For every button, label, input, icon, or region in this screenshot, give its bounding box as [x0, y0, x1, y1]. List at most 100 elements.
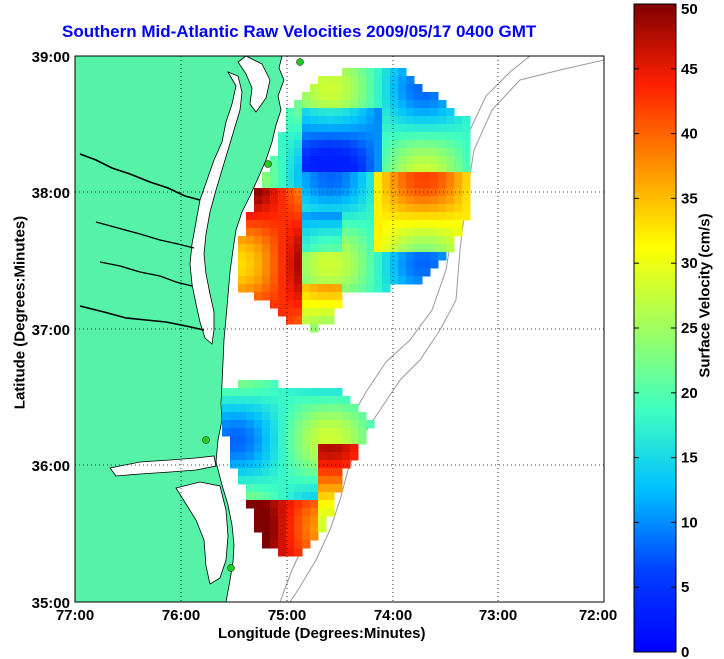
velocity-cell — [438, 108, 447, 117]
velocity-cell — [254, 196, 263, 205]
velocity-cell — [366, 228, 375, 237]
velocity-cell — [302, 124, 311, 133]
velocity-cell — [302, 484, 311, 493]
velocity-cell — [422, 172, 431, 181]
velocity-cell — [334, 484, 343, 493]
velocity-cell — [246, 404, 255, 413]
velocity-cell — [382, 84, 391, 93]
velocity-cell — [374, 268, 383, 277]
velocity-cell — [430, 100, 439, 109]
velocity-cell — [286, 468, 295, 477]
velocity-cell — [334, 204, 343, 213]
velocity-cell — [310, 228, 319, 237]
velocity-cell — [278, 532, 287, 541]
velocity-cell — [374, 244, 383, 253]
velocity-cell — [302, 540, 311, 549]
y-tick-label: 36:00 — [32, 458, 70, 475]
velocity-cell — [326, 444, 335, 453]
velocity-cell — [302, 204, 311, 213]
velocity-cell — [278, 468, 287, 477]
velocity-cell — [246, 436, 255, 445]
velocity-cell — [302, 252, 311, 261]
velocity-cell — [414, 268, 423, 277]
velocity-cell — [334, 404, 343, 413]
velocity-cell — [286, 292, 295, 301]
velocity-cell — [246, 228, 255, 237]
velocity-cell — [398, 92, 407, 101]
velocity-cell — [318, 276, 327, 285]
velocity-cell — [342, 268, 351, 277]
velocity-cell — [270, 420, 279, 429]
velocity-cell — [246, 252, 255, 261]
velocity-cell — [318, 236, 327, 245]
velocity-cell — [366, 212, 375, 221]
velocity-cell — [318, 468, 327, 477]
velocity-cell — [294, 492, 303, 501]
velocity-cell — [334, 268, 343, 277]
velocity-cell — [342, 228, 351, 237]
velocity-cell — [358, 108, 367, 117]
velocity-cell — [270, 204, 279, 213]
velocity-cell — [318, 108, 327, 117]
velocity-cell — [278, 540, 287, 549]
velocity-cell — [302, 276, 311, 285]
velocity-cell — [294, 316, 303, 325]
velocity-cell — [310, 100, 319, 109]
velocity-cell — [366, 148, 375, 157]
velocity-cell — [350, 188, 359, 197]
velocity-cell — [326, 276, 335, 285]
velocity-cell — [374, 156, 383, 165]
velocity-cell — [326, 420, 335, 429]
velocity-cell — [406, 252, 415, 261]
velocity-cell — [342, 244, 351, 253]
velocity-cell — [286, 236, 295, 245]
velocity-cell — [286, 412, 295, 421]
velocity-cell — [358, 188, 367, 197]
velocity-cell — [286, 172, 295, 181]
velocity-cell — [318, 476, 327, 485]
velocity-cell — [350, 276, 359, 285]
velocity-cell — [342, 76, 351, 85]
velocity-cell — [310, 116, 319, 125]
velocity-cell — [318, 524, 327, 533]
velocity-cell — [262, 212, 271, 221]
velocity-cell — [398, 84, 407, 93]
velocity-cell — [334, 108, 343, 117]
velocity-cell — [350, 436, 359, 445]
velocity-cell — [270, 180, 279, 189]
velocity-cell — [254, 220, 263, 229]
velocity-cell — [286, 420, 295, 429]
velocity-cell — [310, 172, 319, 181]
velocity-cell — [374, 180, 383, 189]
velocity-cell — [326, 476, 335, 485]
velocity-cell — [318, 412, 327, 421]
velocity-cell — [334, 124, 343, 133]
velocity-cell — [230, 412, 239, 421]
velocity-cell — [294, 516, 303, 525]
velocity-cell — [270, 276, 279, 285]
velocity-cell — [326, 396, 335, 405]
velocity-cell — [334, 76, 343, 85]
velocity-cell — [310, 388, 319, 397]
velocity-cell — [406, 124, 415, 133]
velocity-cell — [342, 68, 351, 77]
velocity-cell — [270, 388, 279, 397]
velocity-cell — [302, 140, 311, 149]
velocity-cell — [366, 84, 375, 93]
velocity-cell — [438, 156, 447, 165]
velocity-cell — [238, 420, 247, 429]
velocity-cell — [406, 156, 415, 165]
velocity-cell — [350, 124, 359, 133]
velocity-cell — [350, 204, 359, 213]
velocity-cell — [350, 116, 359, 125]
velocity-cell — [358, 68, 367, 77]
velocity-cell — [302, 268, 311, 277]
velocity-cell — [446, 108, 455, 117]
velocity-cell — [382, 100, 391, 109]
velocity-cell — [310, 404, 319, 413]
velocity-cell — [302, 428, 311, 437]
velocity-cell — [318, 84, 327, 93]
velocity-cell — [238, 260, 247, 269]
velocity-cell — [310, 500, 319, 509]
velocity-cell — [334, 244, 343, 253]
